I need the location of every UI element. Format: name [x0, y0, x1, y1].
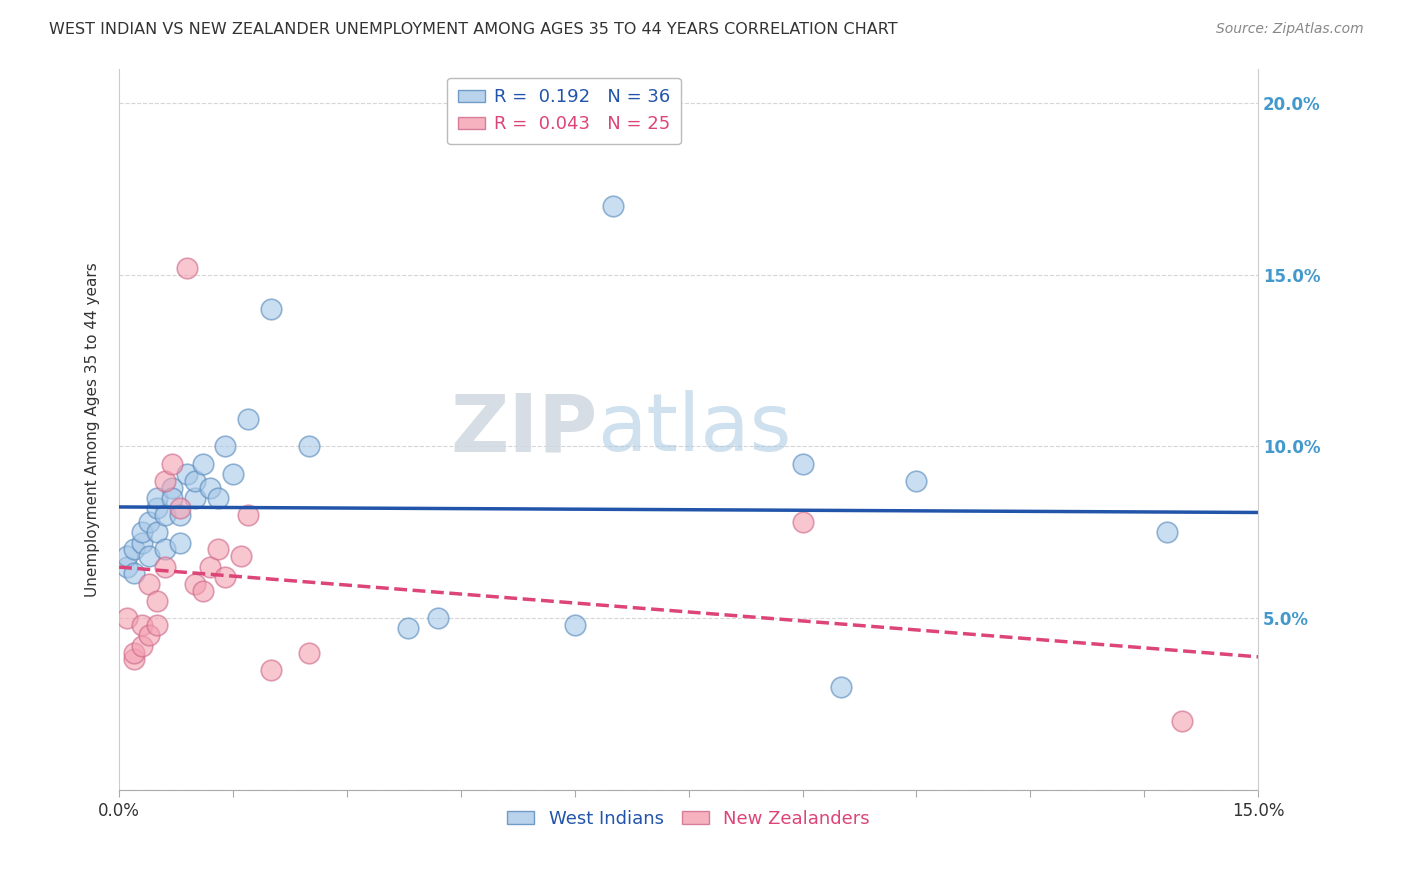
- Point: [191, 457, 214, 471]
- Point: [131, 535, 153, 549]
- Point: [222, 467, 245, 481]
- Point: [169, 535, 191, 549]
- Point: [184, 491, 207, 505]
- Point: [184, 576, 207, 591]
- Point: [131, 618, 153, 632]
- Point: [169, 501, 191, 516]
- Point: [260, 663, 283, 677]
- Point: [138, 628, 160, 642]
- Point: [176, 467, 198, 481]
- Point: [138, 576, 160, 591]
- Point: [427, 611, 450, 625]
- Point: [131, 639, 153, 653]
- Point: [146, 501, 169, 516]
- Point: [198, 559, 221, 574]
- Point: [176, 260, 198, 275]
- Legend: West Indians, New Zealanders: West Indians, New Zealanders: [501, 803, 877, 835]
- Point: [229, 549, 252, 564]
- Point: [122, 566, 145, 581]
- Point: [260, 301, 283, 316]
- Point: [153, 542, 176, 557]
- Y-axis label: Unemployment Among Ages 35 to 44 years: Unemployment Among Ages 35 to 44 years: [86, 262, 100, 597]
- Point: [792, 457, 814, 471]
- Point: [153, 508, 176, 522]
- Point: [146, 594, 169, 608]
- Point: [298, 646, 321, 660]
- Point: [153, 559, 176, 574]
- Point: [236, 412, 259, 426]
- Point: [115, 559, 138, 574]
- Point: [122, 652, 145, 666]
- Point: [298, 439, 321, 453]
- Point: [602, 199, 624, 213]
- Point: [160, 457, 183, 471]
- Point: [160, 481, 183, 495]
- Point: [131, 525, 153, 540]
- Point: [191, 583, 214, 598]
- Point: [115, 549, 138, 564]
- Point: [169, 508, 191, 522]
- Point: [153, 474, 176, 488]
- Point: [236, 508, 259, 522]
- Point: [160, 491, 183, 505]
- Point: [1156, 525, 1178, 540]
- Point: [138, 549, 160, 564]
- Point: [146, 491, 169, 505]
- Point: [138, 515, 160, 529]
- Point: [1171, 714, 1194, 729]
- Point: [146, 618, 169, 632]
- Point: [146, 525, 169, 540]
- Point: [207, 491, 229, 505]
- Text: ZIP: ZIP: [450, 390, 598, 468]
- Point: [214, 570, 236, 584]
- Point: [830, 680, 852, 694]
- Point: [396, 622, 419, 636]
- Point: [905, 474, 928, 488]
- Point: [184, 474, 207, 488]
- Point: [115, 611, 138, 625]
- Point: [207, 542, 229, 557]
- Point: [214, 439, 236, 453]
- Point: [198, 481, 221, 495]
- Point: [122, 542, 145, 557]
- Point: [792, 515, 814, 529]
- Text: WEST INDIAN VS NEW ZEALANDER UNEMPLOYMENT AMONG AGES 35 TO 44 YEARS CORRELATION : WEST INDIAN VS NEW ZEALANDER UNEMPLOYMEN…: [49, 22, 898, 37]
- Text: Source: ZipAtlas.com: Source: ZipAtlas.com: [1216, 22, 1364, 37]
- Point: [122, 646, 145, 660]
- Text: atlas: atlas: [598, 390, 792, 468]
- Point: [564, 618, 586, 632]
